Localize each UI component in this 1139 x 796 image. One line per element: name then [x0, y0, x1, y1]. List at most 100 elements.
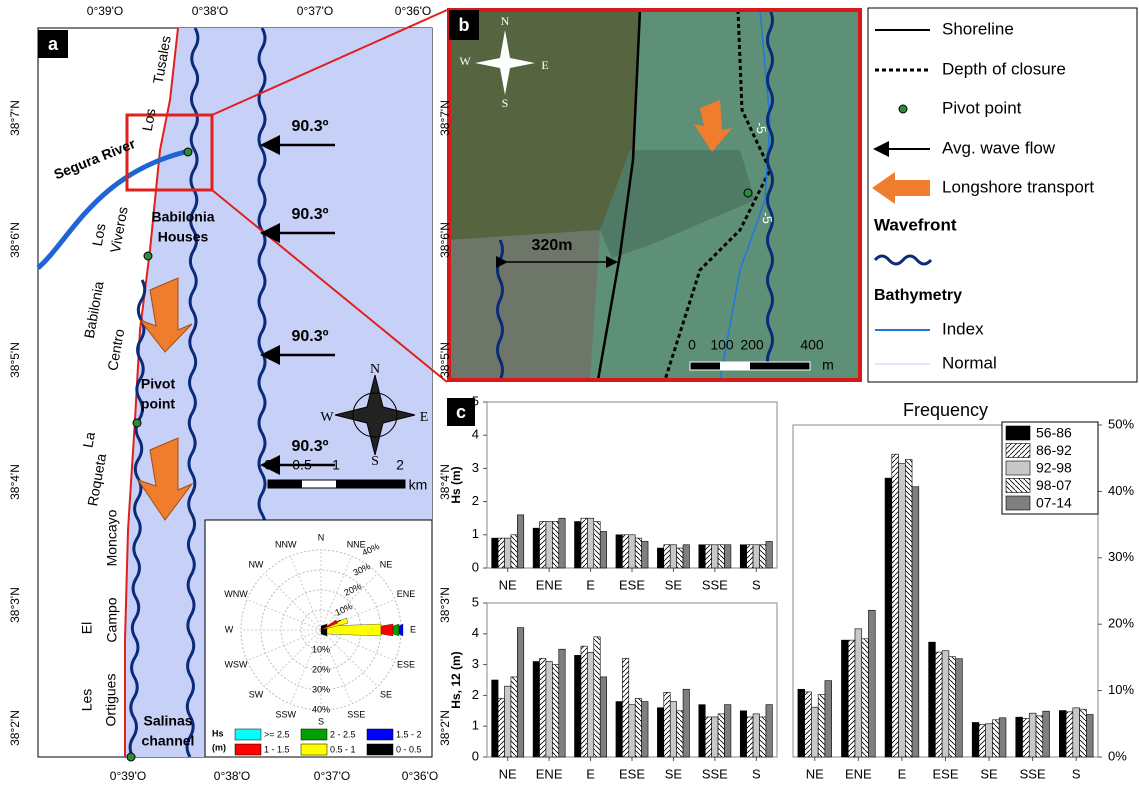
place-label: Salinas: [143, 713, 192, 729]
y-tick-label: 3: [472, 460, 479, 475]
bar: [559, 518, 565, 568]
bar: [492, 680, 498, 757]
rose-legend-label: >= 2.5: [264, 729, 290, 739]
bar: [841, 640, 848, 757]
x-tick-label: SE: [665, 577, 683, 592]
bar: [657, 548, 663, 568]
rose-direction: W: [225, 624, 234, 634]
bar: [848, 640, 855, 757]
bar: [705, 717, 711, 757]
legend-label: 07-14: [1036, 495, 1072, 511]
legend-swatch: [1006, 444, 1030, 458]
bar: [798, 689, 805, 757]
rose-legend-label: 1.5 - 2: [396, 729, 422, 739]
bar: [505, 686, 511, 757]
lon-tick-label: 0°38'O: [192, 4, 228, 18]
bar: [533, 528, 539, 568]
y-tick-label: 5: [472, 594, 479, 609]
place-label: Houses: [158, 229, 209, 245]
y-tick-label: 2: [472, 493, 479, 508]
y-tick-label: 1: [472, 718, 479, 733]
rose-direction: SSW: [276, 709, 297, 719]
bar: [629, 705, 635, 757]
x-tick-label: ESE: [619, 766, 645, 781]
y-tick-label: 30%: [1108, 549, 1134, 564]
rose-petal: [399, 624, 403, 636]
bar: [892, 454, 899, 757]
bar: [862, 639, 869, 757]
rose-legend-label: 0 - 0.5: [396, 744, 422, 754]
wave-direction-label: 90.3º: [292, 118, 329, 135]
x-tick-label: E: [586, 766, 595, 781]
legend-label: Depth of closure: [942, 59, 1066, 78]
lat-tick-label: 38°5'N: [8, 342, 22, 378]
y-tick-label: 40%: [1108, 483, 1134, 498]
scale-label: km: [409, 477, 428, 493]
legend-label: 56-86: [1036, 425, 1072, 441]
bar: [979, 724, 986, 757]
scale-label: 2: [396, 457, 404, 473]
compass-label: E: [541, 58, 548, 72]
bar: [1080, 709, 1087, 757]
bar: [699, 545, 705, 568]
bar: [805, 692, 812, 757]
place-label: Moncayo: [104, 509, 120, 566]
rose-legend-title: Hs: [212, 728, 224, 738]
marina: [449, 230, 600, 380]
bar: [635, 698, 641, 757]
bar: [942, 651, 949, 757]
rose-legend-swatch: [367, 729, 393, 740]
scale-label: 0: [688, 337, 696, 353]
place-label: point: [141, 396, 176, 412]
rose-direction: E: [410, 624, 416, 634]
bar: [699, 705, 705, 757]
compass-label: N: [501, 14, 510, 28]
bar: [1086, 715, 1093, 757]
compass-label: S: [371, 454, 379, 469]
legend-swatch: [1006, 426, 1030, 440]
bar: [552, 522, 558, 568]
bar: [540, 658, 546, 757]
lat-tick-label: 38°4'N: [8, 464, 22, 500]
y-tick-label: 0: [472, 559, 479, 574]
place-label: channel: [142, 733, 195, 749]
bar: [616, 535, 622, 568]
bar: [929, 642, 936, 757]
scale-label: 0.5: [292, 457, 312, 473]
lat-tick-label: 38°6'N: [438, 222, 452, 258]
bar: [956, 659, 963, 757]
legend-swatch: [1006, 461, 1030, 475]
bar: [594, 522, 600, 568]
bar: [517, 628, 523, 757]
rose-direction: NNW: [275, 539, 297, 549]
bar: [986, 724, 993, 757]
legend-heading: Bathymetry: [874, 287, 962, 304]
rose-direction: ENE: [397, 589, 416, 599]
legend-label: Avg. wave flow: [942, 138, 1056, 157]
rose-direction: SSE: [347, 709, 365, 719]
bar: [811, 707, 818, 757]
legend-label: 98-07: [1036, 477, 1072, 493]
bar: [999, 718, 1006, 757]
rose-petal: [321, 624, 327, 636]
bar: [949, 657, 956, 757]
y-tick-label: 3: [472, 656, 479, 671]
y-tick-label: 1: [472, 526, 479, 541]
y-tick-label: 4: [472, 427, 479, 442]
bar: [664, 692, 670, 757]
rose-legend-title: (m): [212, 742, 226, 752]
bar: [642, 702, 648, 757]
bar: [559, 649, 565, 757]
bar: [587, 652, 593, 757]
pivot-point: [744, 189, 752, 197]
x-tick-label: SSE: [702, 577, 728, 592]
x-tick-label: E: [898, 766, 907, 781]
rose-petal: [381, 624, 393, 636]
bar: [540, 522, 546, 568]
place-label: El: [79, 622, 95, 634]
x-tick-label: NE: [499, 766, 517, 781]
bar: [498, 538, 504, 568]
place-label: Pivot: [141, 376, 176, 392]
bar: [747, 717, 753, 757]
bar: [766, 705, 772, 757]
